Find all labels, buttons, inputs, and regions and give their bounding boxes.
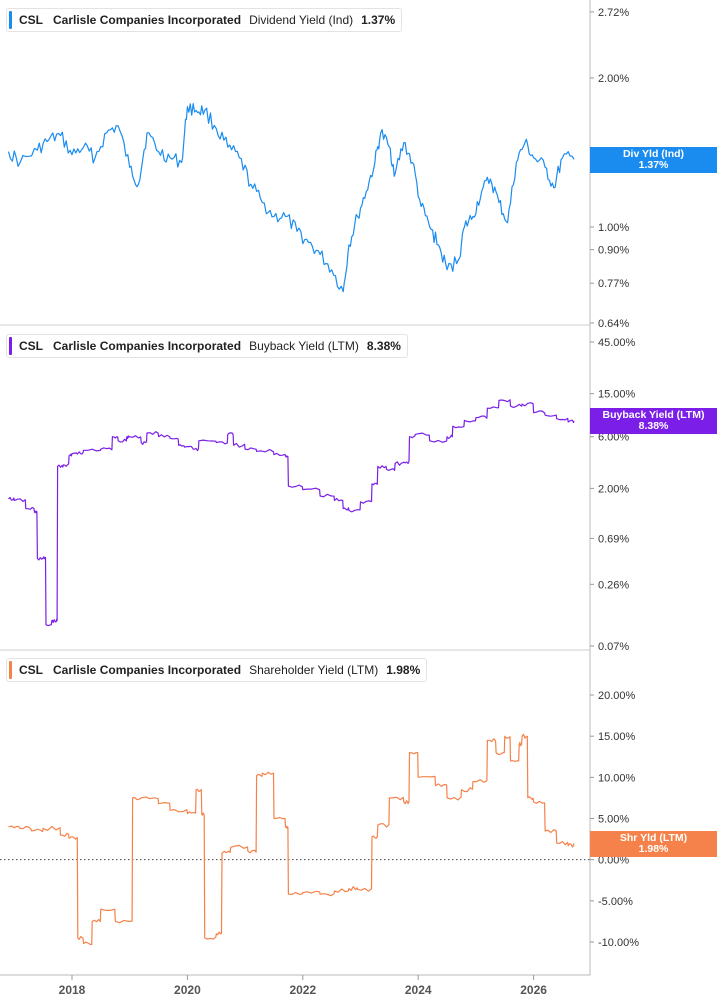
legend-buyback-yield[interactable]: CSL Carlisle Companies Incorporated Buyb… <box>6 334 408 358</box>
legend-color-bar <box>9 661 12 679</box>
y-tick-label: 45.00% <box>598 337 636 349</box>
legend-ticker: CSL <box>19 339 43 353</box>
y-tick-label: 10.00% <box>598 772 636 784</box>
y-tick-label: 0.90% <box>598 245 629 257</box>
legend-metric: Shareholder Yield (LTM) <box>249 663 379 677</box>
tag-value: 1.98% <box>638 843 669 855</box>
legend-metric: Buyback Yield (LTM) <box>249 339 359 353</box>
legend-value: 1.98% <box>386 663 421 677</box>
series-line-buyback-yield-ltm- <box>8 399 575 627</box>
y-tick-label: 2.72% <box>598 7 629 19</box>
y-tick-label: 5.00% <box>598 814 629 826</box>
legend-ticker: CSL <box>19 13 43 27</box>
legend-company: Carlisle Companies Incorporated <box>53 663 242 677</box>
series-line-shr-yld-ltm- <box>8 733 575 946</box>
legend-company: Carlisle Companies Incorporated <box>53 339 242 353</box>
x-tick-label: 2022 <box>289 983 316 997</box>
y-tick-label: 1.00% <box>598 222 629 234</box>
last-value-tag-dividend: Div Yld (Ind) 1.37% <box>590 147 717 173</box>
y-tick-label: 0.77% <box>598 278 629 290</box>
y-tick-label: 0.07% <box>598 641 629 653</box>
y-tick-label: 15.00% <box>598 389 636 401</box>
series-line-div-yld-ind- <box>7 103 575 293</box>
legend-ticker: CSL <box>19 663 43 677</box>
y-tick-label: -10.00% <box>598 937 639 949</box>
legend-color-bar <box>9 337 12 355</box>
last-value-tag-buyback: Buyback Yield (LTM) 8.38% <box>590 408 717 434</box>
legend-value: 1.37% <box>361 13 396 27</box>
tag-label: Buyback Yield (LTM) <box>602 409 705 421</box>
legend-company: Carlisle Companies Incorporated <box>53 13 242 27</box>
y-tick-label: 2.00% <box>598 483 629 495</box>
y-tick-label: 0.00% <box>598 855 629 867</box>
tag-value: 1.37% <box>638 159 669 171</box>
x-tick-label: 2018 <box>59 983 86 997</box>
y-tick-label: 2.00% <box>598 73 629 85</box>
legend-shareholder-yield[interactable]: CSL Carlisle Companies Incorporated Shar… <box>6 658 428 682</box>
y-tick-label: -5.00% <box>598 896 633 908</box>
y-tick-label: 0.69% <box>598 533 629 545</box>
tag-label: Shr Yld (LTM) <box>619 832 688 844</box>
y-tick-label: 20.00% <box>598 690 636 702</box>
x-tick-label: 2020 <box>174 983 201 997</box>
legend-dividend-yield[interactable]: CSL Carlisle Companies Incorporated Divi… <box>6 8 403 32</box>
y-tick-label: 0.64% <box>598 318 629 330</box>
legend-color-bar <box>9 11 12 29</box>
y-tick-label: 0.26% <box>598 579 629 591</box>
tag-label: Div Yld (Ind) <box>622 148 685 160</box>
y-tick-label: 6.00% <box>598 432 629 444</box>
x-tick-label: 2026 <box>520 983 547 997</box>
y-tick-label: 15.00% <box>598 731 636 743</box>
legend-value: 8.38% <box>366 339 401 353</box>
last-value-tag-shareholder: Shr Yld (LTM) 1.98% <box>590 831 717 857</box>
tag-value: 8.38% <box>638 420 669 432</box>
legend-metric: Dividend Yield (Ind) <box>249 13 354 27</box>
x-tick-label: 2024 <box>405 983 432 997</box>
